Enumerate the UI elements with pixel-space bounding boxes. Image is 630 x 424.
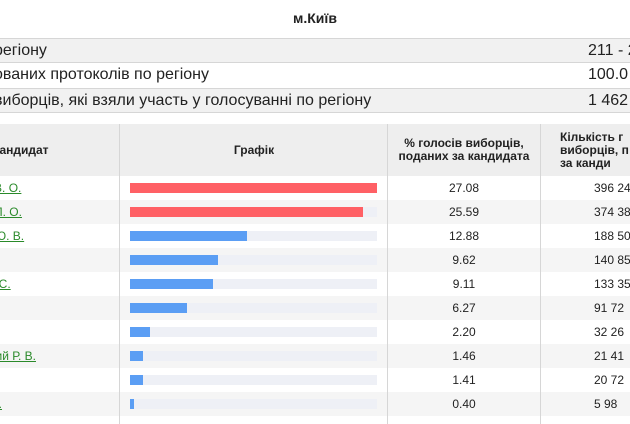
result-bar-track — [130, 399, 377, 409]
votes-value: 188 50 — [594, 229, 630, 243]
votes-value: 140 85 — [594, 253, 630, 267]
header-graph: Графік — [233, 142, 275, 157]
percent-value: 9.11 — [452, 277, 476, 291]
votes-value: 5 98 — [594, 397, 618, 411]
percent-value: 6.27 — [452, 301, 476, 315]
candidate-link[interactable]: ький Р. В. — [0, 349, 36, 363]
result-bar — [130, 183, 377, 193]
candidate-link[interactable]: й В. О. — [0, 181, 22, 195]
result-bar-track — [130, 279, 377, 289]
result-bar-track — [130, 207, 377, 217]
percent-value: 27.08 — [448, 181, 480, 195]
header-votes[interactable]: Кількість г виборців, п за канди — [560, 129, 629, 170]
summary-row-polling-stations: регіону 211 - 2 — [0, 38, 630, 62]
table-row: А. С. 9.11 133 35 — [0, 272, 630, 296]
summary-row-processed-protocols: ованих протоколів по регіону 100.0 — [0, 62, 630, 86]
votes-value: 91 72 — [594, 301, 625, 315]
result-bar — [130, 351, 144, 361]
table-row: . В. 0.40 5 98 — [0, 392, 630, 416]
result-bar-track — [130, 351, 377, 361]
summary-row-voters-participated: виборців, які взяли участь у голосуванні… — [0, 88, 630, 112]
percent-value: 25.59 — [448, 205, 480, 219]
column-divider — [540, 124, 541, 424]
candidate-link[interactable]: . В. — [0, 392, 2, 416]
table-row: й В. О. 27.08 396 24 — [0, 176, 630, 200]
percent-value: 9.62 — [452, 253, 476, 267]
header-candidate[interactable]: Кандидат — [0, 142, 49, 157]
percent-value: 2.20 — [452, 325, 476, 339]
column-divider — [119, 124, 120, 424]
header-percent[interactable]: % голосів виборців, поданих за кандидата — [398, 136, 530, 163]
column-divider — [387, 124, 388, 424]
result-bar — [130, 231, 248, 241]
votes-value: 396 24 — [594, 181, 630, 195]
votes-value: 32 26 — [594, 325, 625, 339]
candidate-link[interactable]: А. С. — [0, 277, 11, 291]
result-bar-track — [130, 303, 377, 313]
result-bar-track — [130, 255, 377, 265]
summary-label: регіону — [0, 42, 47, 59]
result-bar — [130, 207, 364, 217]
result-bar-track — [130, 375, 377, 385]
table-row: ький Р. В. 1.46 21 41 — [0, 344, 630, 368]
summary-value: 100.0 — [588, 66, 629, 83]
percent-value: 1.41 — [452, 373, 476, 387]
summary-value: 211 - 2 — [588, 42, 630, 59]
result-bar — [130, 399, 134, 409]
result-bar-track — [130, 327, 377, 337]
summary-bottom-border — [0, 112, 630, 113]
table-row: о П. О. 25.59 374 38 — [0, 200, 630, 224]
votes-value: 133 35 — [594, 277, 630, 291]
result-bar — [130, 255, 218, 265]
candidate-link[interactable]: о Ю. В. — [0, 229, 25, 243]
result-bar — [130, 303, 188, 313]
results-table-header: Кандидат Графік % голосів виборців, пода… — [0, 124, 630, 176]
result-bar-track — [130, 183, 377, 193]
summary-value: 1 462 7 — [588, 92, 630, 109]
result-bar-track — [130, 231, 377, 241]
table-row: о Ю. В. 12.88 188 50 — [0, 224, 630, 248]
result-bar — [130, 375, 143, 385]
result-bar — [130, 279, 214, 289]
percent-value: 0.40 — [452, 397, 476, 411]
votes-value: 374 38 — [594, 205, 630, 219]
region-title: м.Київ — [293, 10, 337, 26]
percent-value: 1.46 — [452, 349, 476, 363]
percent-value: 12.88 — [448, 229, 480, 243]
summary-label: виборців, які взяли участь у голосуванні… — [0, 92, 372, 109]
summary-label: ованих протоколів по регіону — [0, 66, 209, 83]
candidate-link[interactable]: о П. О. — [0, 205, 22, 219]
votes-value: 20 72 — [594, 373, 625, 387]
result-bar — [130, 327, 151, 337]
votes-value: 21 41 — [594, 349, 625, 363]
